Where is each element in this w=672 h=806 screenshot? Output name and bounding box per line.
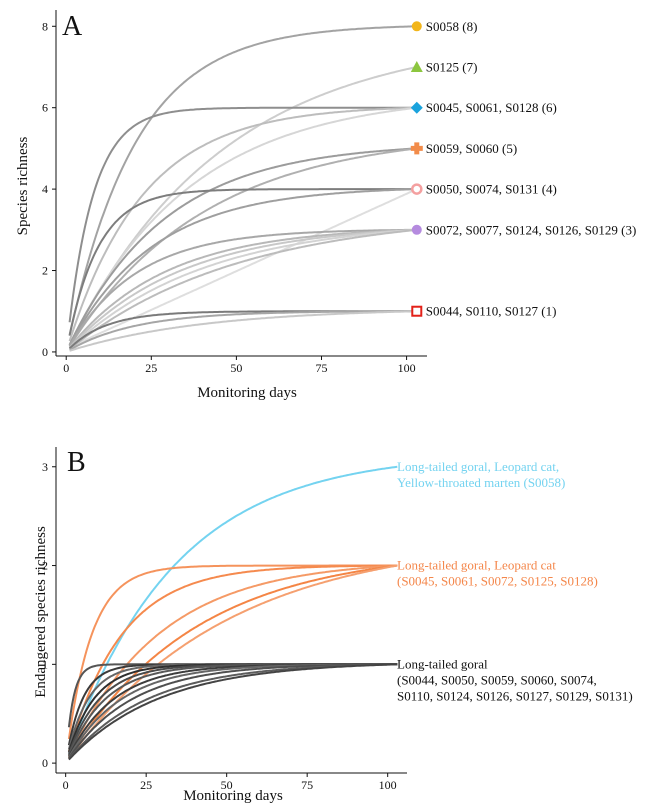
panel-a-letter: A: [62, 11, 83, 42]
panel-b-series-line-5: [68, 564, 398, 759]
panel-a-series-line-6: [68, 147, 417, 346]
panel-a-marker-6: [411, 224, 422, 235]
panel-b-group-label-2-line-1: Long-tailed goral, Leopard cat: [397, 558, 556, 573]
panel-b-axes: 0 25 50 75 100 0 1 2 3: [42, 447, 407, 792]
panel-a-series-line-14: [68, 228, 417, 350]
panel-a-marker-2: [410, 60, 423, 72]
panel-a-group-label-3: S0045, S0061, S0128 (6): [426, 100, 557, 115]
panel-a-markers: [410, 21, 423, 317]
panel-a-y-tick-label: 2: [42, 264, 48, 278]
panel-b-letter: B: [67, 447, 86, 478]
panel-b-series-line-1: [67, 465, 398, 755]
panel-b-x-tick-label: 50: [221, 778, 233, 792]
panel-b-series-line-3: [67, 564, 398, 752]
panel-b-series-line-17: [68, 663, 398, 761]
panel-b-x-tick-label: 25: [140, 778, 152, 792]
panel-a-x-tick-label: 0: [63, 361, 69, 375]
panel-a-x-tick-label: 75: [315, 361, 327, 375]
panel-a-series-line-18: [69, 310, 417, 352]
panel-b-series-line-2: [67, 564, 398, 740]
panel-b-y-axis-title: Endangered species richness: [33, 526, 49, 698]
panel-a-series-lines: [68, 25, 418, 352]
panel-a-series-line-1: [68, 25, 417, 337]
panel-a-group-label-1: S0058 (8): [426, 19, 478, 34]
panel-a-series-line-17: [69, 310, 417, 351]
panel-a-series-line-11: [68, 228, 417, 347]
panel-a-x-tick-label: 25: [145, 361, 157, 375]
panel-b-group-label-3-line-1: Long-tailed goral: [397, 656, 488, 671]
panel-a-group-label-4: S0059, S0060 (5): [426, 141, 517, 156]
panel-a-group-label-5: S0050, S0074, S0131 (4): [426, 182, 557, 197]
panel-a-series-line-12: [68, 228, 417, 349]
panel-a-x-tick-label: 50: [230, 361, 242, 375]
panel-a-x-axis-title: Monitoring days: [197, 385, 297, 401]
panel-b-x-tick-label: 75: [301, 778, 313, 792]
panel-b-group-label-1-line-2: Yellow-throated marten (S0058): [397, 475, 565, 490]
panel-b-x-tick-label: 100: [379, 778, 397, 792]
panel-b-group-labels: Long-tailed goral, Leopard cat,Yellow-th…: [397, 459, 633, 704]
panel-a-marker-4: [410, 142, 423, 155]
panel-b-group-label-2-line-2: (S0045, S0061, S0072, S0125, S0128): [397, 574, 598, 589]
panel-a-group-labels: S0058 (8) S0125 (7) S0045, S0061, S0128 (6…: [426, 19, 637, 319]
panel-a-y-tick-label: 8: [42, 19, 48, 33]
panel-a: A 0 25 50 75 100 0 2 4 6 8 S0058 (8) S0125 (7) S004…: [15, 10, 636, 401]
panel-b-series-line-8: [67, 663, 398, 746]
panel-a-y-tick-label: 6: [42, 101, 48, 115]
panel-a-y-tick-label: 4: [42, 182, 48, 196]
panel-a-y-axis-title: Species richness: [15, 136, 31, 235]
panel-b-y-tick-label: 0: [42, 756, 48, 770]
panel-b-y-tick-label: 2: [42, 559, 48, 573]
panel-b-group-label-3-line-2: (S0044, S0050, S0059, S0060, S0074,: [397, 672, 597, 687]
panel-a-series-line-15: [68, 228, 417, 350]
panel-b-x-axis-title: Monitoring days: [183, 788, 283, 804]
panel-a-series-line-9: [68, 188, 417, 346]
panel-a-marker-3: [410, 101, 423, 114]
panel-b-x-tick-label: 0: [63, 778, 69, 792]
panel-a-marker-1: [411, 21, 422, 32]
panel-b-group-label-1-line-1: Long-tailed goral, Leopard cat,: [397, 459, 559, 474]
panel-a-group-label-2: S0125 (7): [426, 59, 478, 74]
panel-a-x-tick-label: 100: [398, 361, 416, 375]
panel-b: B 0 25 50 75 100 0 1 2 3 Long-tailed goral, Leop…: [33, 447, 633, 804]
panel-b-series-lines: [67, 465, 398, 761]
panel-b-group-label-3-line-3: S0110, S0124, S0126, S0127, S0129, S0131…: [397, 688, 633, 703]
panel-a-series-line-7: [68, 147, 417, 348]
panel-a-marker-5: [411, 183, 423, 195]
panel-a-series-line-10: [69, 188, 418, 348]
panel-a-group-label-6: S0072, S0077, S0124, S0126, S0129 (3): [426, 222, 637, 237]
panel-a-series-line-13: [68, 228, 417, 349]
panel-a-axes: 0 25 50 75 100 0 2 4 6 8: [42, 10, 427, 375]
panel-b-y-tick-label: 1: [42, 657, 48, 671]
panel-a-marker-7: [411, 305, 423, 317]
panel-a-y-tick-label: 0: [42, 345, 48, 359]
panel-b-series-line-6: [68, 564, 398, 760]
panel-a-series-line-4: [68, 106, 417, 342]
panel-a-group-label-7: S0044, S0110, S0127 (1): [426, 304, 557, 319]
panel-b-y-tick-label: 3: [42, 460, 48, 474]
panel-a-series-line-5: [68, 106, 417, 346]
panel-b-series-line-4: [67, 564, 398, 757]
panel-a-series-line-3: [68, 106, 417, 323]
panel-a-series-line-8: [68, 188, 417, 336]
